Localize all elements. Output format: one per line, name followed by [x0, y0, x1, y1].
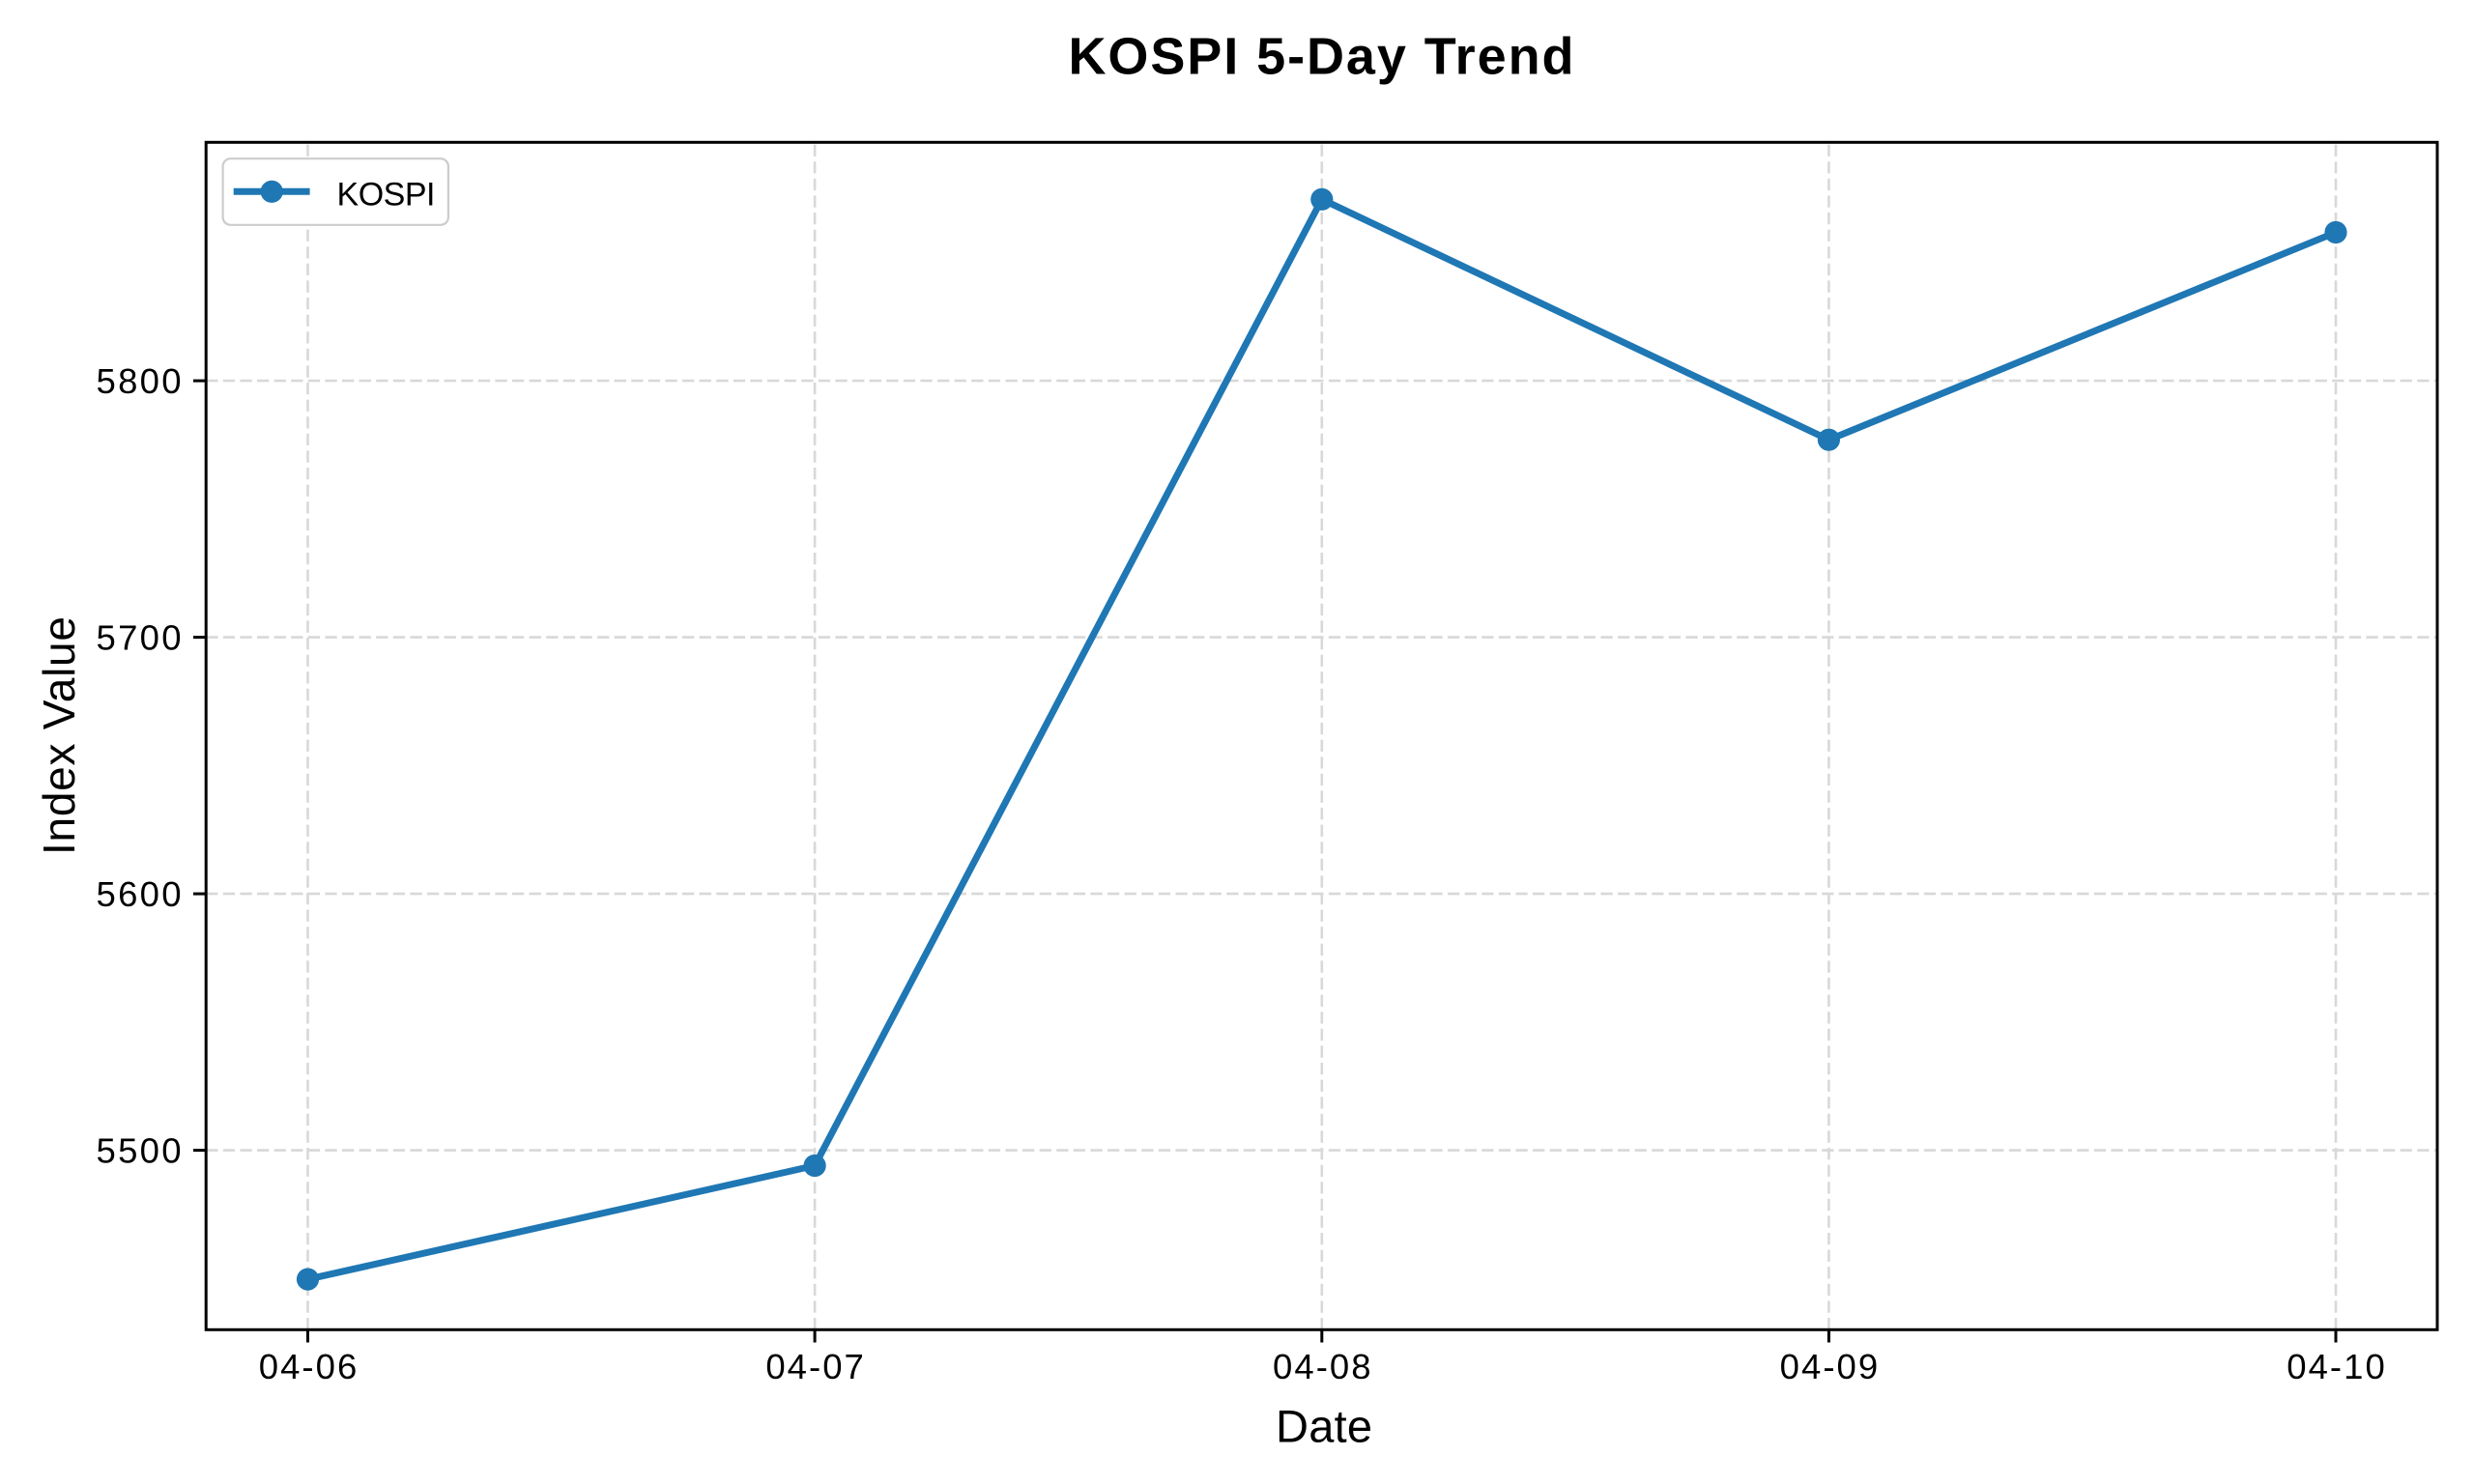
svg-text:KOSPI 5-Day Trend: KOSPI 5-Day Trend — [1069, 27, 1574, 85]
svg-text:KOSPI: KOSPI — [337, 177, 436, 214]
svg-text:04-08: 04-08 — [1273, 1347, 1371, 1386]
svg-text:04-09: 04-09 — [1780, 1347, 1879, 1386]
svg-text:04-06: 04-06 — [259, 1347, 358, 1386]
svg-text:Index Value: Index Value — [34, 616, 84, 855]
svg-text:04-10: 04-10 — [2287, 1347, 2385, 1386]
svg-text:04-07: 04-07 — [765, 1347, 864, 1386]
svg-text:Date: Date — [1276, 1400, 1372, 1451]
